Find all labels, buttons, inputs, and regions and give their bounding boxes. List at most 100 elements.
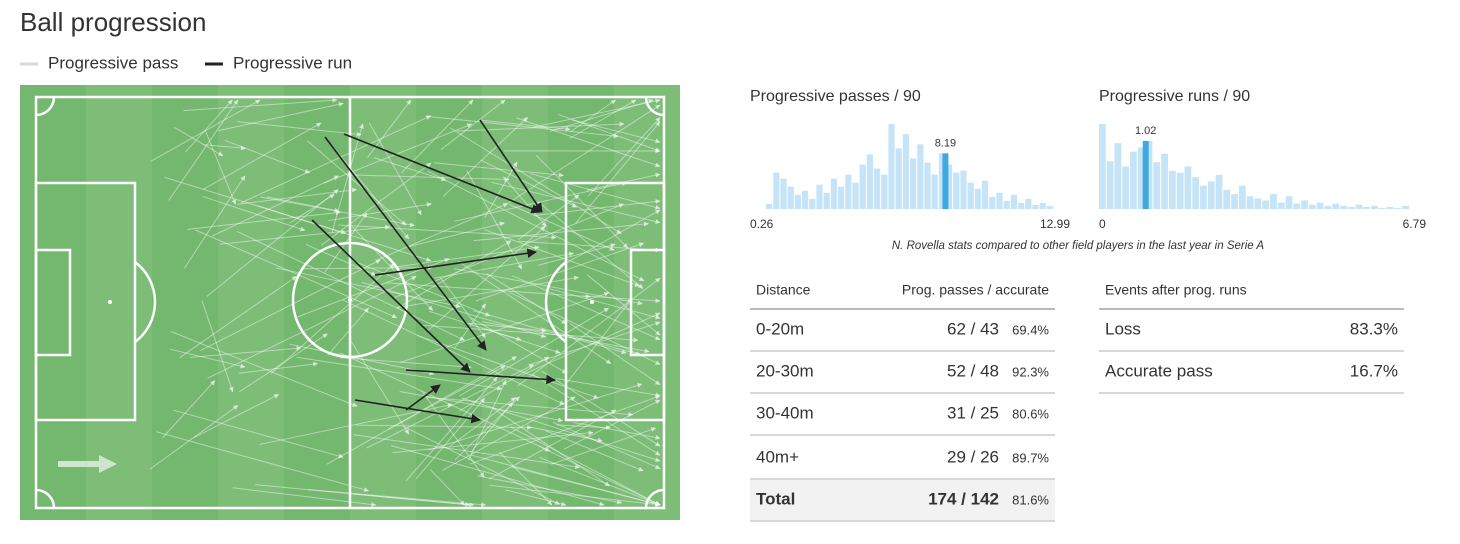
hist-bar [1185, 167, 1192, 210]
hist-bar [1293, 204, 1300, 209]
th: Distance [756, 282, 811, 298]
hist-bar [1040, 203, 1046, 209]
legend-label: Progressive run [233, 53, 352, 72]
hist-bar [1255, 198, 1262, 209]
hist-bar [1107, 161, 1114, 209]
cell: 83.3% [1350, 319, 1398, 338]
hist-bar [1402, 206, 1409, 209]
hist-bar [867, 154, 873, 209]
hist-bar [924, 162, 930, 209]
hist-bar [1130, 152, 1137, 209]
player-value: 8.19 [935, 137, 956, 149]
cell-pct: 92.3% [1012, 364, 1049, 379]
hist-bar [968, 183, 974, 209]
hist-bar [1169, 171, 1176, 209]
hist-bar [1247, 196, 1254, 209]
hist-bar [766, 204, 772, 209]
hist-bar [773, 173, 779, 209]
hist-bar [917, 144, 923, 209]
stripe [614, 85, 680, 520]
cell: 20-30m [756, 361, 814, 380]
player-bar [942, 153, 948, 209]
hist-bar [1278, 203, 1285, 209]
hist-bar [816, 185, 822, 209]
hist-bar [1387, 207, 1394, 209]
note: N. Rovella stats compared to other field… [892, 240, 1265, 252]
hist-bar [1032, 205, 1038, 209]
hist-bar [932, 175, 938, 209]
total-bg [750, 480, 1055, 521]
hist-bar [960, 171, 966, 209]
hist-bar [1348, 207, 1355, 209]
hist-bar [1004, 201, 1010, 209]
hist-bar [910, 158, 916, 209]
x-min: 0 [1099, 217, 1106, 231]
hist-bar [1379, 208, 1386, 209]
cell: 0-20m [756, 319, 804, 338]
hist-bar [1363, 207, 1370, 209]
hist-bar [1153, 162, 1160, 209]
hist-bar [1047, 206, 1053, 209]
hist-bar [1025, 199, 1031, 209]
hist-bar [1177, 173, 1184, 209]
cell-pct: 89.7% [1012, 450, 1049, 465]
hist-bar [903, 134, 909, 209]
hist-bar [1200, 186, 1207, 209]
th: Prog. passes / accurate [902, 282, 1049, 298]
total-pct: 81.6% [1012, 492, 1049, 507]
hist-title: Progressive passes / 90 [750, 88, 921, 105]
x-min: 0.26 [750, 217, 774, 231]
cell: 29 / 26 [947, 447, 999, 466]
hist-bar [1161, 154, 1168, 209]
cell-pct: 80.6% [1012, 406, 1049, 421]
stripe [86, 85, 152, 520]
hist-bar [1262, 201, 1269, 210]
cell: Loss [1105, 319, 1141, 338]
hist-bar [1239, 186, 1246, 209]
stripe [152, 85, 218, 520]
cell: Accurate pass [1105, 361, 1213, 380]
hist-bar [975, 189, 981, 209]
hist-bar [1208, 181, 1215, 209]
hist-bar [802, 191, 808, 209]
hist-bar [1324, 206, 1331, 209]
hist-bar [824, 193, 830, 209]
cell-pct: 69.4% [1012, 322, 1049, 337]
th: Events after prog. runs [1105, 282, 1247, 298]
total: Total [756, 489, 795, 508]
hist-bar [1122, 167, 1129, 210]
hist-bar [1192, 177, 1199, 209]
stripe [20, 85, 86, 520]
hist-bar [1356, 205, 1363, 209]
hist-bar [989, 197, 995, 209]
hist-bar [788, 187, 794, 209]
cell: 62 / 43 [947, 319, 999, 338]
hist-bar [1301, 201, 1308, 210]
cell: 30-40m [756, 403, 814, 422]
hist-bar [1223, 190, 1230, 209]
hist-bar [982, 181, 988, 209]
x-max: 6.79 [1403, 217, 1427, 231]
hist-bar [860, 164, 866, 209]
cell: 16.7% [1350, 361, 1398, 380]
hist-bar [780, 179, 786, 209]
hist-bar [1216, 175, 1223, 209]
total: 174 / 142 [928, 489, 999, 508]
title: Ball progression [20, 7, 206, 37]
hist-bar [881, 175, 887, 209]
hist-bar [996, 193, 1002, 209]
player-value: 1.02 [1135, 125, 1156, 137]
pitch [20, 85, 680, 520]
hist-bar [1371, 206, 1378, 209]
hist-bar [1340, 206, 1347, 209]
hist-title: Progressive runs / 90 [1099, 88, 1250, 105]
hist-bar [852, 183, 858, 209]
cell: 52 / 48 [947, 361, 999, 380]
x-max: 12.99 [1040, 217, 1070, 231]
hist-bar [1270, 194, 1277, 209]
player-bar [1143, 141, 1149, 209]
hist-bar [953, 173, 959, 209]
legend-label: Progressive pass [48, 53, 178, 72]
hist-bar [1018, 203, 1024, 209]
